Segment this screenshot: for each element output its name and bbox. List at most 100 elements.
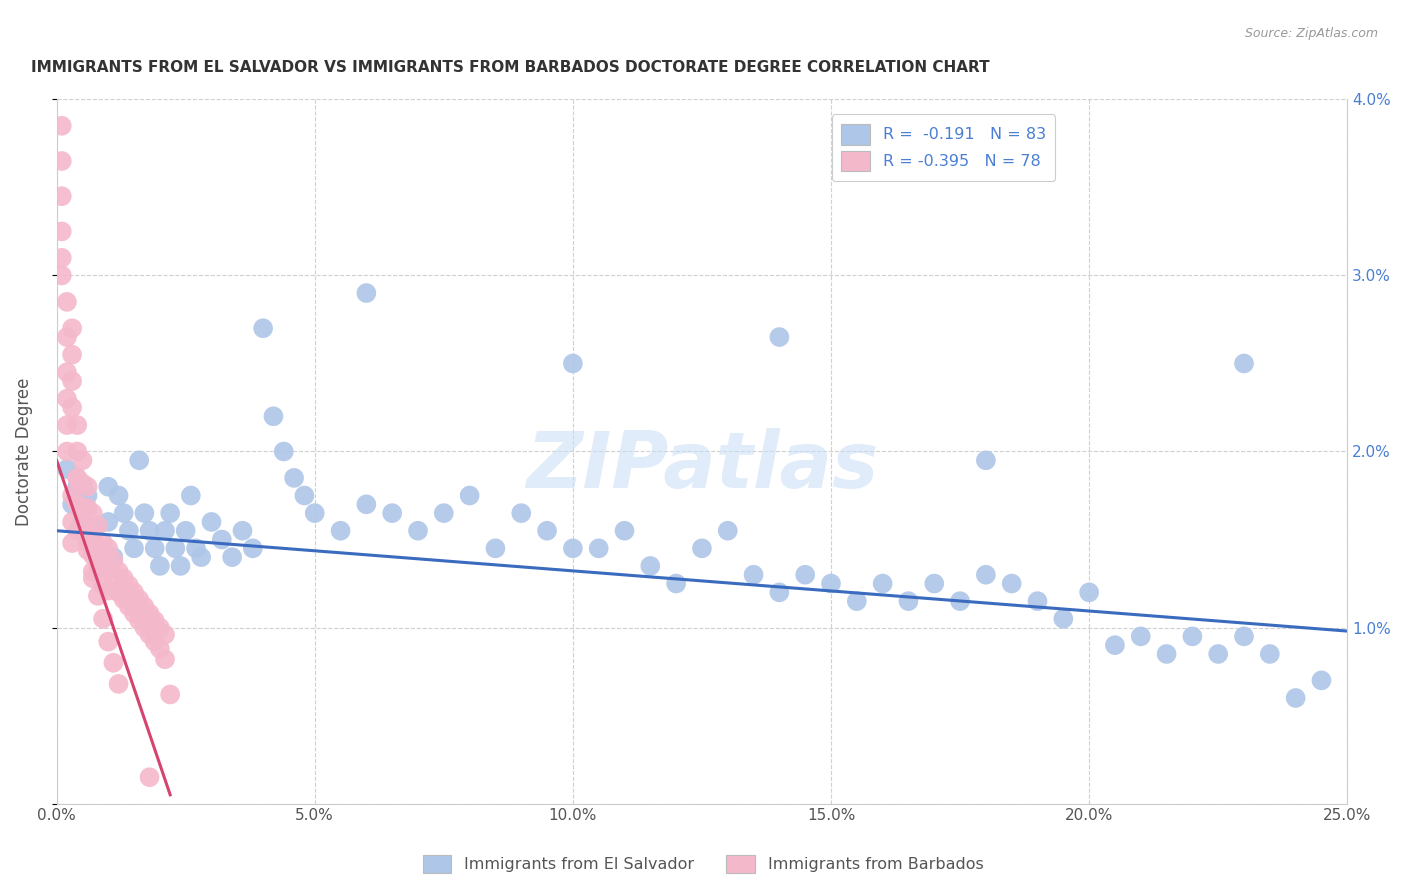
Point — [51, 224, 73, 238]
Text: ZIPatlas: ZIPatlas — [526, 427, 879, 504]
Point — [1233, 356, 1256, 370]
Point — [97, 541, 120, 556]
Point — [60, 348, 83, 362]
Point — [153, 627, 176, 641]
Point — [97, 562, 120, 576]
Point — [211, 533, 233, 547]
Point — [60, 536, 83, 550]
Point — [1129, 629, 1152, 643]
Point — [897, 594, 920, 608]
Point — [143, 541, 166, 556]
Point — [742, 567, 765, 582]
Point — [118, 599, 141, 614]
Point — [72, 453, 94, 467]
Point — [690, 541, 713, 556]
Point — [1258, 647, 1281, 661]
Point — [974, 567, 997, 582]
Point — [283, 471, 305, 485]
Point — [122, 541, 145, 556]
Point — [974, 453, 997, 467]
Point — [845, 594, 868, 608]
Point — [588, 541, 610, 556]
Point — [356, 497, 378, 511]
Point — [82, 524, 104, 538]
Point — [76, 536, 98, 550]
Point — [51, 153, 73, 168]
Point — [242, 541, 264, 556]
Text: IMMIGRANTS FROM EL SALVADOR VS IMMIGRANTS FROM BARBADOS DOCTORATE DEGREE CORRELA: IMMIGRANTS FROM EL SALVADOR VS IMMIGRANT… — [31, 60, 990, 75]
Point — [66, 524, 89, 538]
Point — [138, 607, 160, 621]
Point — [87, 589, 110, 603]
Point — [406, 524, 429, 538]
Point — [76, 543, 98, 558]
Point — [60, 515, 83, 529]
Point — [97, 634, 120, 648]
Point — [82, 506, 104, 520]
Point — [165, 541, 187, 556]
Point — [561, 541, 583, 556]
Point — [91, 536, 114, 550]
Point — [153, 652, 176, 666]
Point — [138, 770, 160, 784]
Point — [329, 524, 352, 538]
Point — [1104, 638, 1126, 652]
Point — [143, 634, 166, 648]
Point — [381, 506, 404, 520]
Point — [91, 557, 114, 571]
Point — [768, 585, 790, 599]
Point — [872, 576, 894, 591]
Point — [112, 571, 135, 585]
Point — [200, 515, 222, 529]
Point — [122, 585, 145, 599]
Point — [66, 471, 89, 485]
Point — [56, 462, 79, 476]
Point — [51, 268, 73, 283]
Point — [794, 567, 817, 582]
Point — [190, 550, 212, 565]
Point — [51, 119, 73, 133]
Legend: R =  -0.191   N = 83, R = -0.395   N = 78: R = -0.191 N = 83, R = -0.395 N = 78 — [831, 114, 1056, 181]
Point — [159, 506, 181, 520]
Point — [66, 471, 89, 485]
Point — [76, 500, 98, 515]
Point — [262, 409, 284, 424]
Point — [72, 476, 94, 491]
Point — [103, 554, 125, 568]
Point — [60, 497, 83, 511]
Point — [76, 489, 98, 503]
Point — [134, 506, 156, 520]
Point — [56, 444, 79, 458]
Point — [294, 489, 316, 503]
Point — [458, 489, 481, 503]
Point — [91, 612, 114, 626]
Point — [66, 418, 89, 433]
Point — [184, 541, 207, 556]
Legend: Immigrants from El Salvador, Immigrants from Barbados: Immigrants from El Salvador, Immigrants … — [416, 848, 990, 880]
Point — [536, 524, 558, 538]
Point — [82, 527, 104, 541]
Point — [613, 524, 636, 538]
Point — [128, 453, 150, 467]
Point — [484, 541, 506, 556]
Point — [180, 489, 202, 503]
Point — [174, 524, 197, 538]
Point — [561, 356, 583, 370]
Point — [107, 564, 129, 578]
Point — [112, 592, 135, 607]
Point — [87, 541, 110, 556]
Point — [1285, 690, 1308, 705]
Point — [1206, 647, 1229, 661]
Point — [112, 506, 135, 520]
Point — [922, 576, 945, 591]
Point — [1181, 629, 1204, 643]
Point — [66, 444, 89, 458]
Point — [56, 294, 79, 309]
Point — [60, 374, 83, 388]
Point — [356, 286, 378, 301]
Point — [1052, 612, 1074, 626]
Point — [221, 550, 243, 565]
Point — [640, 558, 662, 573]
Point — [51, 189, 73, 203]
Point — [51, 251, 73, 265]
